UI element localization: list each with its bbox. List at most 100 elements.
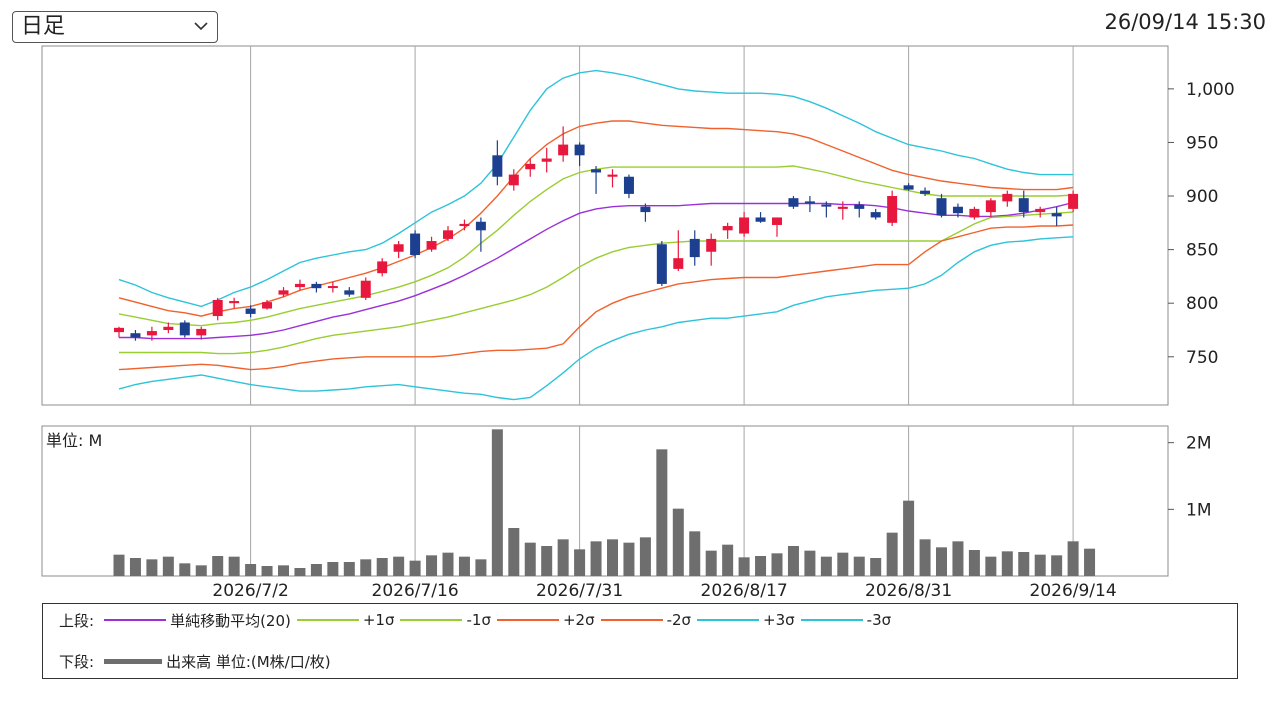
candle-body [722,226,733,231]
candle-body [985,200,996,213]
legend-minus3-label: -3σ [866,611,892,629]
candle [229,297,240,309]
candle [262,299,273,310]
candle [508,169,519,191]
volume-tick-label: 2M [1186,434,1211,454]
legend-item-sma: 単純移動平均(20) [98,610,291,631]
candle [492,140,503,186]
candle-body [360,280,371,298]
candle-body [920,190,931,194]
legend-item-plus3: +3σ [691,611,795,629]
legend-swatch-minus3 [800,619,863,621]
volume-bar [1034,554,1046,576]
candle-body [1068,193,1079,209]
volume-bar [919,539,931,576]
legend-row-upper: 上段: 単純移動平均(20) +1σ -1σ +2σ -2σ +3σ -3σ [59,609,891,631]
legend-upper-label: 上段: [59,611,95,630]
candle [1002,190,1013,207]
volume-bar [245,564,257,576]
candle-body [591,169,602,173]
candle-body [673,258,684,269]
volume-bar [146,559,158,576]
price-tick-label: 950 [1186,133,1218,153]
candle-body [804,201,815,204]
candle-body [179,322,190,336]
x-tick-label: 2026/7/31 [536,581,623,600]
candle [179,320,190,338]
candle-body [377,261,388,274]
candle [788,196,799,209]
candle-body [1051,213,1062,217]
volume-bar [1084,548,1096,576]
candle [114,326,124,338]
volume-bar [129,558,141,576]
volume-tick-label: 1M [1186,500,1211,520]
series-line [119,211,1074,355]
candle-body [1035,208,1046,213]
volume-bar [952,541,964,576]
candle [196,326,207,340]
series-line [118,224,1074,371]
price-tick-label: 850 [1186,241,1218,261]
candle [245,305,256,318]
volume-bar [228,556,240,576]
volume-bar [1018,552,1030,576]
chevron-down-icon [193,12,209,52]
candle [294,279,305,291]
candle [739,212,750,237]
candle [327,281,338,293]
candle [163,322,174,334]
candle-body [443,230,453,239]
volume-bar [310,564,322,576]
candle-body [229,301,240,304]
volume-bar [524,542,536,576]
volume-bar [722,544,734,576]
candle-body [788,198,799,207]
candle [920,187,931,197]
volume-panel: 単位: M 2M 1M [41,425,1211,577]
period-select-value: 日足 [21,14,66,39]
x-tick-label: 2026/8/17 [701,581,788,600]
volume-plot-area [41,425,1169,577]
volume-bar [853,556,865,576]
candle [525,158,536,177]
candle [821,201,832,218]
candle-body [245,308,256,314]
candle [146,326,157,341]
volume-bar [936,547,947,576]
candle-body [755,217,766,222]
price-tick-label: 1,000 [1186,80,1235,100]
candle [393,241,404,259]
candle [1051,206,1062,227]
candle [574,142,585,167]
volume-bar [278,565,289,576]
candle-body [262,302,273,309]
volume-bar [294,568,306,576]
candle-body [1002,193,1013,202]
legend-swatch-plus2 [496,619,559,621]
volume-bar [508,528,520,576]
timestamp: 26/09/14 15:30 [1104,10,1266,34]
candle [887,190,898,227]
volume-bar [705,550,717,576]
candle-body [952,206,963,214]
candle-body [887,196,898,223]
x-tick-label: 2026/8/31 [865,581,952,600]
candle [360,277,371,300]
period-select[interactable]: 日足 [12,11,218,43]
volume-bar [360,559,372,576]
volume-bar [820,556,832,576]
candle [130,329,141,341]
volume-bar [639,537,651,576]
candle-body [459,223,470,227]
candle-body [772,217,782,225]
candle [278,287,289,297]
candle [755,212,766,223]
candle [903,183,914,191]
candle [706,233,717,266]
candle [985,198,996,218]
volume-bar [426,555,438,576]
candle [870,208,881,220]
candle [804,196,815,213]
x-tick-label: 2026/7/16 [372,581,459,600]
